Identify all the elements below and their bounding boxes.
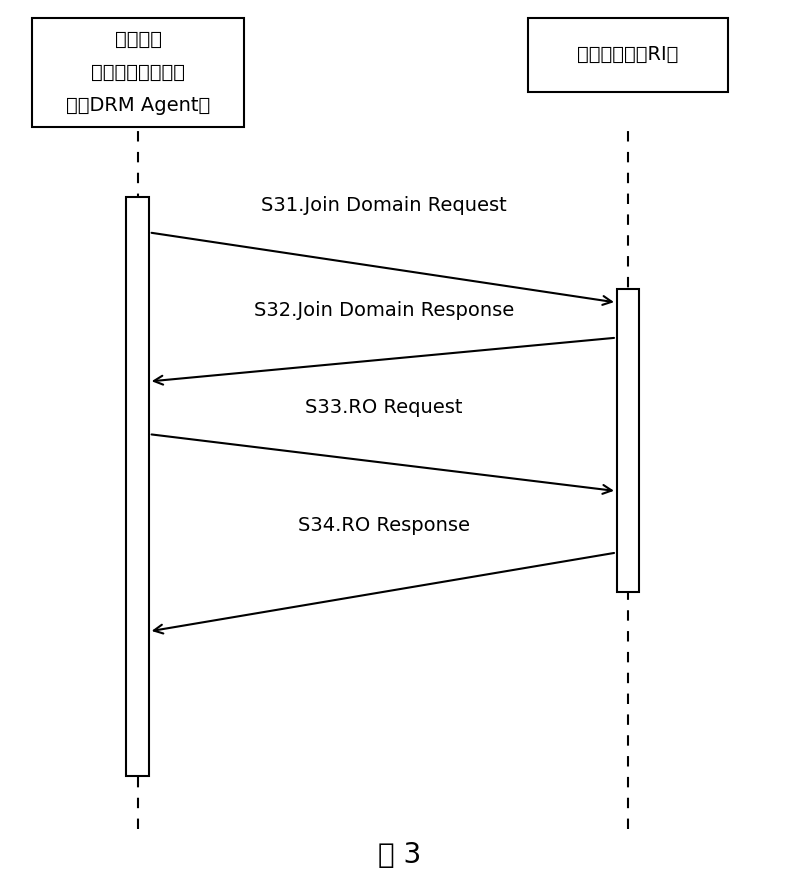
Text: 移动终端: 移动终端 bbox=[114, 30, 162, 48]
Bar bbox=[528, 18, 728, 92]
Text: 图 3: 图 3 bbox=[378, 841, 422, 869]
Bar bbox=[32, 18, 244, 127]
Text: S34.RO Response: S34.RO Response bbox=[298, 516, 470, 535]
Bar bbox=[617, 289, 639, 592]
Text: 器（DRM Agent）: 器（DRM Agent） bbox=[66, 96, 210, 115]
Text: 版权发行者（RI）: 版权发行者（RI） bbox=[578, 46, 678, 64]
Text: S32.Join Domain Response: S32.Join Domain Response bbox=[254, 301, 514, 320]
Text: S31.Join Domain Request: S31.Join Domain Request bbox=[261, 196, 507, 215]
Text: S33.RO Request: S33.RO Request bbox=[306, 397, 462, 417]
Text: 版权管理代理服务: 版权管理代理服务 bbox=[91, 63, 185, 82]
Bar bbox=[126, 197, 149, 776]
